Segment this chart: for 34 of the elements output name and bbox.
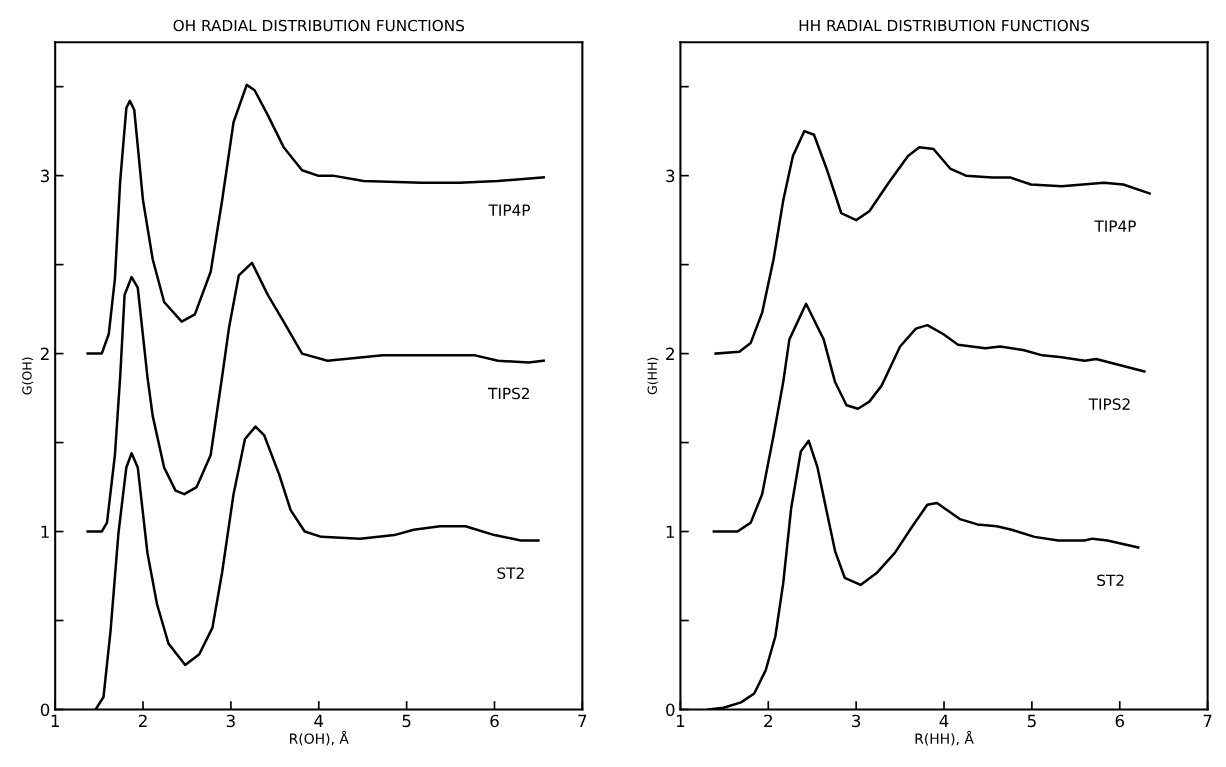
x-tick-label: 2: [138, 714, 147, 727]
y-tick-label: 2: [40, 347, 49, 360]
y-tick-label: 2: [666, 347, 674, 360]
chart-title: OH RADIAL DISTRIBUTION FUNCTIONS: [173, 19, 465, 32]
y-tick-label: 1: [41, 525, 49, 538]
x-tick-label: 7: [578, 714, 587, 727]
x-tick-label: 1: [51, 714, 59, 727]
x-tick-label: 5: [402, 714, 411, 728]
y-axis-title: G(HH): [647, 357, 659, 395]
series-label: TIP4P: [1094, 220, 1136, 232]
series-label: TIPS2: [1088, 398, 1130, 410]
x-axis-title: R(OH), Å: [290, 730, 349, 746]
x-tick-label: 3: [226, 714, 235, 728]
y-tick-label: 0: [40, 703, 50, 717]
chart-title: HH RADIAL DISTRIBUTION FUNCTIONS: [799, 19, 1089, 32]
x-tick-label: 3: [852, 714, 861, 728]
x-tick-label: 1: [676, 714, 685, 727]
x-tick-label: 7: [1203, 714, 1212, 727]
x-axis-title: R(HH), Å: [915, 730, 974, 746]
series-label: ST2: [497, 567, 524, 579]
x-tick-label: 4: [314, 714, 324, 727]
x-tick-label: 2: [764, 714, 772, 727]
x-tick-label: 6: [1115, 714, 1124, 728]
y-tick-label: 3: [40, 169, 49, 183]
series-label: TIPS2: [488, 387, 529, 400]
x-tick-label: 4: [939, 714, 949, 727]
y-tick-label: 3: [666, 169, 675, 183]
y-axis-title: G(OH): [22, 357, 34, 395]
series-label: ST2: [1097, 574, 1124, 587]
x-tick-label: 5: [1027, 714, 1036, 728]
y-tick-label: 1: [666, 525, 675, 538]
y-tick-label: 0: [666, 703, 675, 717]
x-tick-label: 6: [490, 714, 499, 728]
series-label: TIP4P: [488, 204, 530, 216]
